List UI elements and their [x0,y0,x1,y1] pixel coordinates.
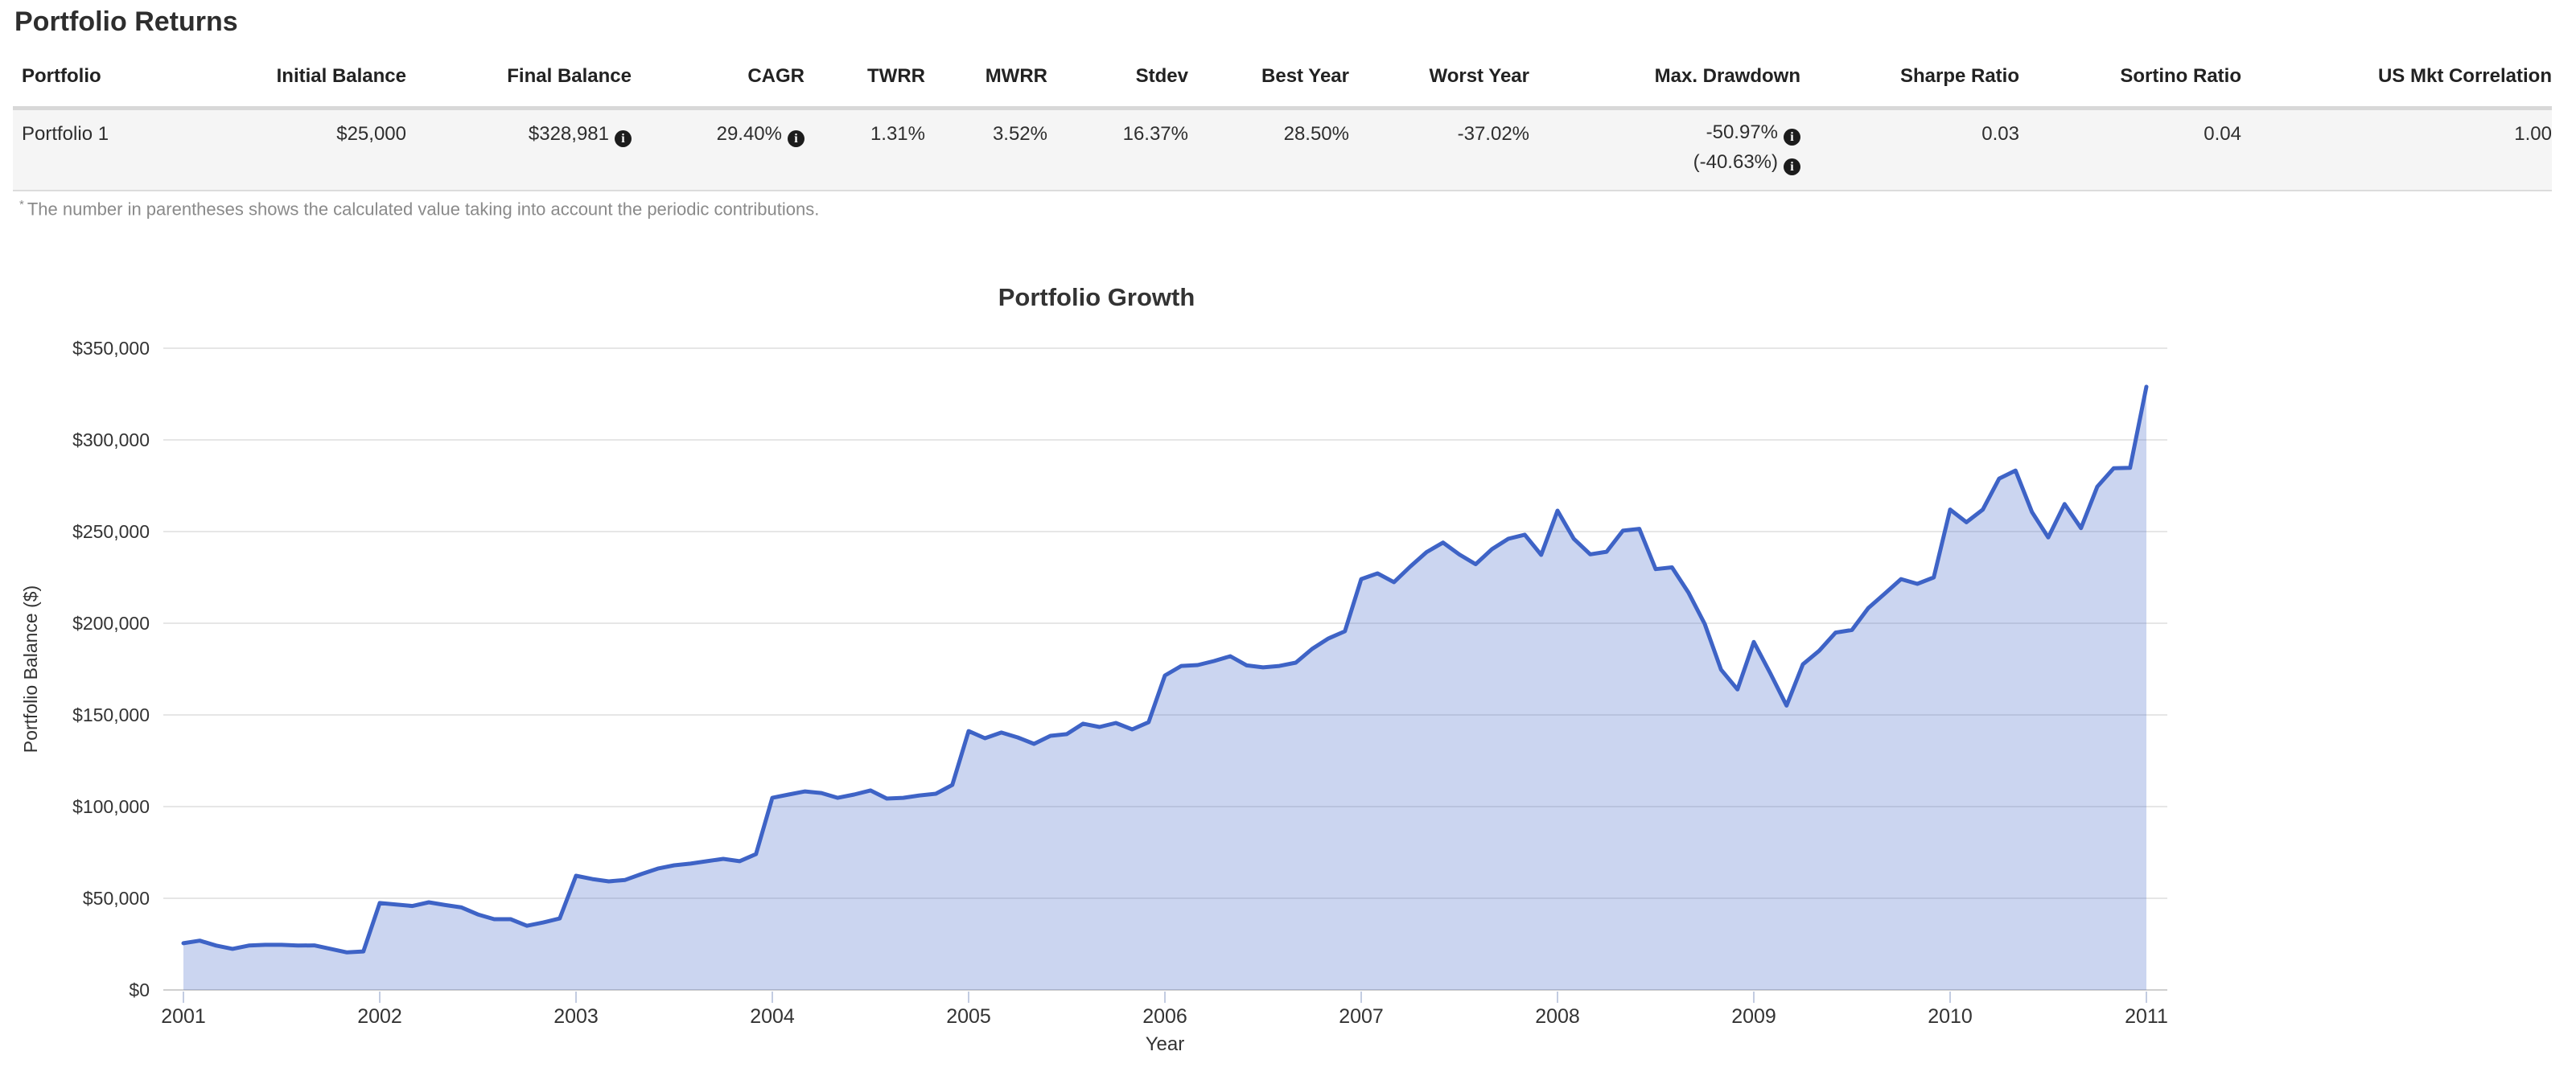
x-tick-label: 2006 [1142,1005,1187,1028]
returns-table-header: Portfolio Initial Balance Final Balance … [13,63,2552,106]
x-tick-label: 2011 [2125,1005,2168,1028]
series-line [181,384,2149,955]
x-tick-label: 2008 [1535,1005,1580,1028]
y-tick-label: $250,000 [72,521,150,542]
sharpe-ratio-value: 0.03 [1981,123,2019,145]
max-drawdown-adjusted-value: (-40.63%) [1693,151,1778,173]
col-sharpe-ratio: Sharpe Ratio [1899,65,2019,87]
x-tick-label: 2005 [946,1005,991,1028]
y-axis-title: Portfolio Balance ($) [20,585,41,753]
max-drawdown-cell: -50.97% (-40.63%) [1529,110,1800,190]
info-icon[interactable] [1784,158,1800,175]
y-tick-label: $100,000 [72,796,150,817]
col-worst-year: Worst Year [1429,65,1529,87]
worst-year-value: -37.02% [1457,123,1529,145]
col-twrr: TWRR [867,65,925,87]
y-tick-label: $300,000 [72,429,150,450]
col-initial-balance: Initial Balance [276,65,406,87]
table-row: Portfolio 1 $25,000 $328,981 29.40% 1.31… [13,106,2552,191]
footnote: * The number in parentheses shows the cal… [19,198,819,220]
col-us-mkt-correlation: US Mkt Correlation [2377,65,2552,87]
col-max-drawdown: Max. Drawdown [1654,65,1800,87]
col-sortino-ratio: Sortino Ratio [2120,65,2241,87]
y-tick-label: $350,000 [72,338,150,359]
sortino-ratio-value: 0.04 [2204,123,2241,145]
chart-title: Portfolio Growth [998,283,1195,311]
mwrr-value: 3.52% [992,123,1047,145]
y-tick-label: $200,000 [72,613,150,634]
max-drawdown-line: -50.97% [1529,117,1800,147]
cagr-value: 29.40% [716,123,782,145]
info-icon[interactable] [1784,129,1800,146]
page-title: Portfolio Returns [14,6,238,37]
y-tick-label: $150,000 [72,704,150,725]
x-axis-title: Year [1146,1033,1185,1055]
footnote-marker: * [19,198,24,212]
max-drawdown-adjusted-line: (-40.63%) [1529,147,1800,177]
best-year-value: 28.50% [1283,123,1349,145]
x-tick-label: 2002 [357,1005,402,1028]
x-tick-label: 2003 [553,1005,599,1028]
portfolio-name: Portfolio 1 [22,123,109,145]
col-final-balance: Final Balance [507,65,632,87]
us-mkt-correlation-value: 1.00 [2514,123,2552,145]
x-tick-label: 2007 [1339,1005,1384,1028]
x-tick-label: 2001 [161,1005,206,1028]
x-tick-label: 2004 [750,1005,795,1028]
col-best-year: Best Year [1261,65,1349,87]
col-cagr: CAGR [747,65,804,87]
area-fill [183,386,2146,990]
col-mwrr: MWRR [985,65,1047,87]
final-balance-cell: $328,981 [406,110,632,190]
initial-balance-value: $25,000 [336,123,406,145]
x-tick-label: 2009 [1731,1005,1776,1028]
y-tick-label: $0 [129,979,150,1000]
x-tick-label: 2010 [1928,1005,1973,1028]
cagr-cell: 29.40% [632,110,804,190]
twrr-value: 1.31% [870,123,925,145]
info-icon[interactable] [615,130,632,147]
col-stdev: Stdev [1135,65,1188,87]
footnote-text: The number in parentheses shows the calc… [27,199,820,220]
stdev-value: 16.37% [1122,123,1188,145]
y-tick-label: $50,000 [83,888,150,909]
final-balance-value: $328,981 [528,123,609,145]
max-drawdown-value: -50.97% [1706,121,1778,143]
col-portfolio: Portfolio [22,65,101,87]
info-icon[interactable] [788,130,804,147]
